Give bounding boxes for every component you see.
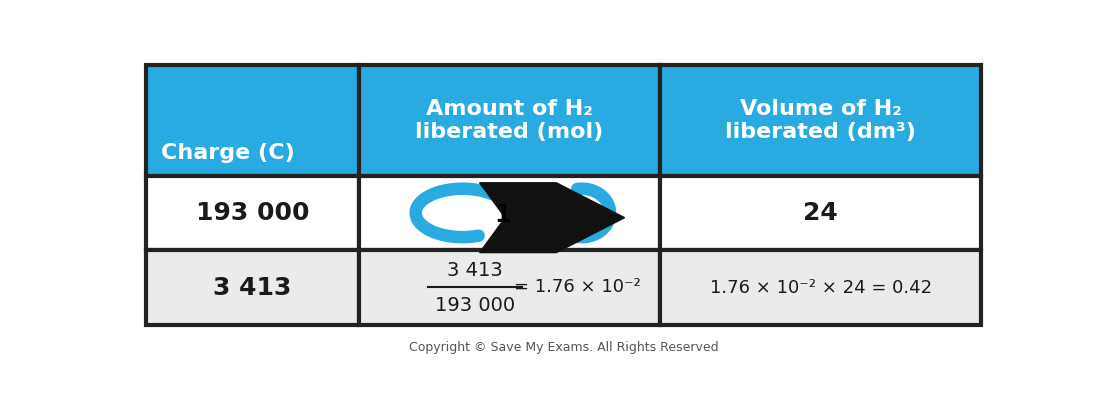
Text: Amount of H₂
liberated (mol): Amount of H₂ liberated (mol) — [416, 99, 604, 142]
Text: 193 000: 193 000 — [436, 296, 516, 315]
Text: 1.76 × 10⁻² × 24 = 0.42: 1.76 × 10⁻² × 24 = 0.42 — [710, 279, 932, 297]
Text: 193 000: 193 000 — [196, 201, 309, 225]
Polygon shape — [480, 183, 625, 253]
Text: 3 413: 3 413 — [448, 261, 503, 280]
Bar — [660, 176, 981, 250]
Text: 1: 1 — [494, 203, 510, 227]
Text: Copyright © Save My Exams. All Rights Reserved: Copyright © Save My Exams. All Rights Re… — [409, 341, 718, 354]
Bar — [359, 250, 660, 325]
Bar — [146, 250, 359, 325]
Bar — [359, 176, 660, 250]
Bar — [146, 176, 359, 250]
Text: 24: 24 — [803, 201, 838, 225]
Text: Charge (C): Charge (C) — [162, 143, 295, 163]
Text: Volume of H₂
liberated (dm³): Volume of H₂ liberated (dm³) — [725, 99, 916, 142]
Bar — [146, 66, 359, 176]
Bar — [660, 66, 981, 176]
Text: = 1.76 × 10⁻²: = 1.76 × 10⁻² — [515, 278, 641, 296]
Text: 3 413: 3 413 — [213, 276, 292, 300]
Bar — [660, 250, 981, 325]
Bar — [359, 66, 660, 176]
